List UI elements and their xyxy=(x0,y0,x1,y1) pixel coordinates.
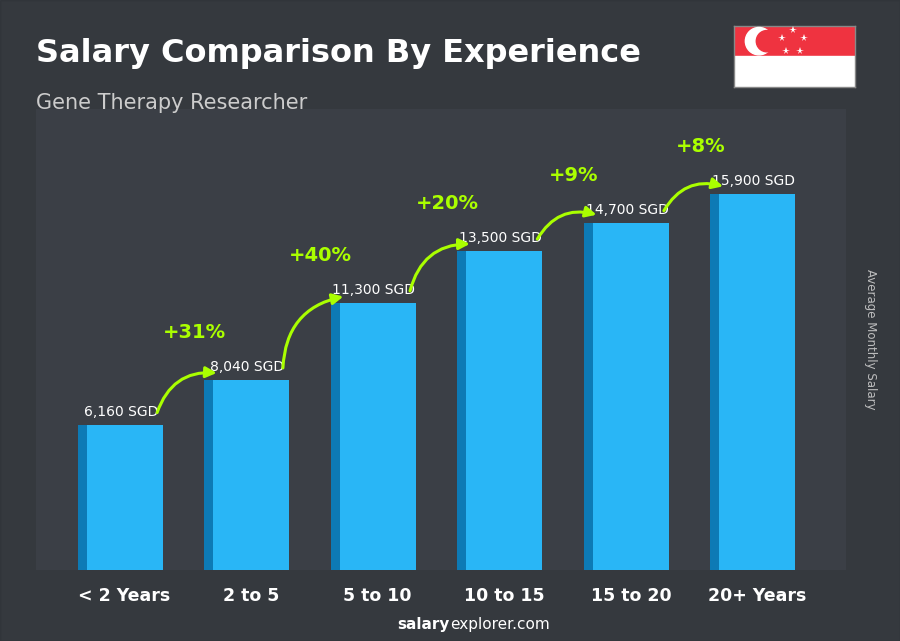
Text: Average Monthly Salary: Average Monthly Salary xyxy=(865,269,878,410)
Text: +31%: +31% xyxy=(163,323,226,342)
Bar xyxy=(77,425,86,570)
Text: salary: salary xyxy=(398,617,450,632)
Bar xyxy=(734,56,855,87)
Text: +40%: +40% xyxy=(289,246,352,265)
Text: +9%: +9% xyxy=(549,166,598,185)
Text: +8%: +8% xyxy=(676,137,725,156)
Text: 13,500 SGD: 13,500 SGD xyxy=(459,231,542,245)
Text: 6,160 SGD: 6,160 SGD xyxy=(84,404,158,419)
Text: Gene Therapy Researcher: Gene Therapy Researcher xyxy=(36,93,307,113)
Circle shape xyxy=(756,31,778,52)
Bar xyxy=(734,26,855,56)
Bar xyxy=(584,222,593,570)
FancyBboxPatch shape xyxy=(466,251,542,570)
FancyBboxPatch shape xyxy=(593,222,669,570)
FancyBboxPatch shape xyxy=(340,303,416,570)
Bar xyxy=(710,194,719,570)
Text: 11,300 SGD: 11,300 SGD xyxy=(332,283,416,297)
Text: 14,700 SGD: 14,700 SGD xyxy=(586,203,669,217)
Text: +20%: +20% xyxy=(416,194,479,213)
Text: 15,900 SGD: 15,900 SGD xyxy=(712,174,795,188)
Text: Salary Comparison By Experience: Salary Comparison By Experience xyxy=(36,38,641,69)
FancyBboxPatch shape xyxy=(213,380,289,570)
Bar xyxy=(457,251,466,570)
Text: 8,040 SGD: 8,040 SGD xyxy=(211,360,284,374)
Bar xyxy=(330,303,340,570)
Text: explorer.com: explorer.com xyxy=(450,617,550,632)
FancyBboxPatch shape xyxy=(719,194,796,570)
Bar xyxy=(204,380,213,570)
Circle shape xyxy=(745,28,773,55)
FancyBboxPatch shape xyxy=(86,425,163,570)
